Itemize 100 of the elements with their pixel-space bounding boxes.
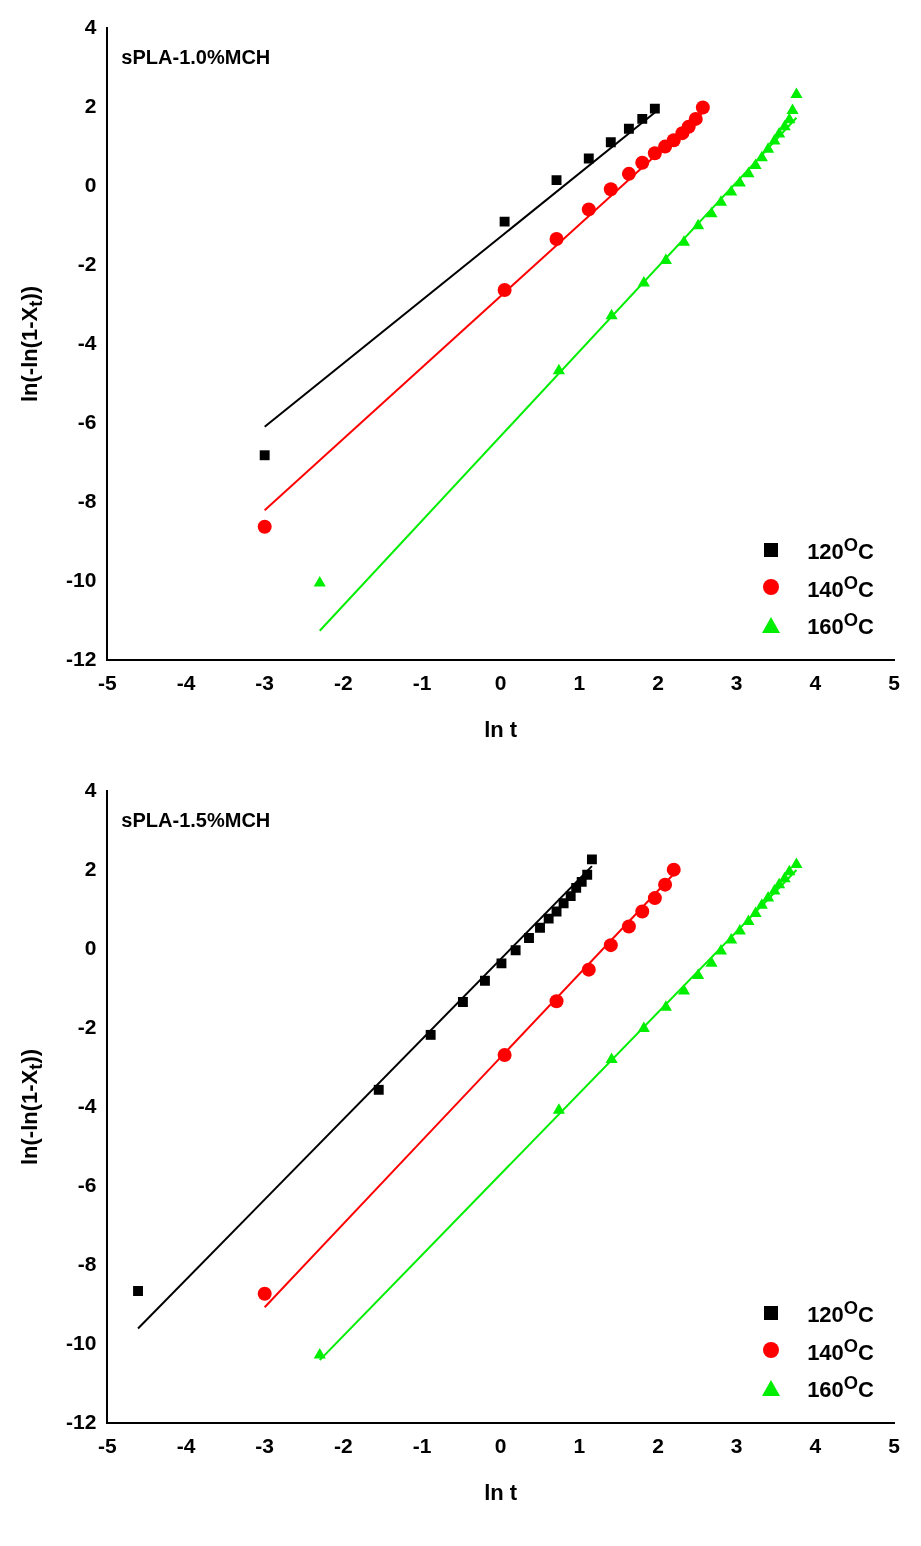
x-tick-label: -1 xyxy=(412,1433,432,1457)
y-tick-label: 2 xyxy=(84,93,97,117)
point xyxy=(551,175,562,186)
x-tick-label: 4 xyxy=(809,670,822,694)
y-tick-label: -10 xyxy=(65,568,97,592)
point xyxy=(783,864,796,876)
point xyxy=(457,997,468,1008)
y-tick-label: -12 xyxy=(65,1410,97,1434)
legend-label: 120$^{O}$C xyxy=(807,1297,874,1329)
point xyxy=(688,111,703,126)
point xyxy=(535,922,545,933)
point xyxy=(543,913,554,924)
y-tick-label: -4 xyxy=(77,1094,97,1117)
point xyxy=(790,87,803,98)
point xyxy=(733,175,746,187)
y-tick-label: 0 xyxy=(84,172,97,196)
text: sPLA-1.5%MCH xyxy=(121,808,271,831)
point xyxy=(649,103,660,114)
y-tick-label: -12 xyxy=(65,647,97,671)
point xyxy=(725,933,738,944)
x-tick-label: 2 xyxy=(652,670,664,694)
point xyxy=(677,235,691,246)
point xyxy=(605,308,618,320)
x-axis-title: ln t xyxy=(484,1479,518,1505)
legend-label: 140$^{O}$C xyxy=(807,1334,874,1367)
point xyxy=(762,142,775,153)
point xyxy=(768,134,781,145)
point xyxy=(637,1021,650,1033)
x-axis-title: ln t xyxy=(484,716,518,742)
x-tick-label: -5 xyxy=(98,670,117,694)
point xyxy=(635,904,650,919)
point xyxy=(725,185,738,196)
point xyxy=(497,283,512,298)
y-tick-label: 0 xyxy=(84,935,97,959)
point xyxy=(551,906,562,917)
x-tick-label: 4 xyxy=(809,1433,822,1457)
point xyxy=(510,945,521,956)
point xyxy=(549,232,564,247)
point xyxy=(786,103,799,115)
y-tick-label: -10 xyxy=(65,1331,97,1355)
x-tick-label: -3 xyxy=(255,1433,275,1457)
point xyxy=(133,1286,143,1296)
x-tick-label: -4 xyxy=(176,670,196,694)
x-tick-label: 0 xyxy=(494,1433,507,1457)
point xyxy=(582,869,593,880)
x-tick-label: -4 xyxy=(176,1433,196,1457)
x-tick-label: -5 xyxy=(98,1433,117,1457)
y-tick-label: 2 xyxy=(84,856,97,880)
point xyxy=(623,123,634,134)
point xyxy=(621,919,636,934)
point xyxy=(658,877,673,892)
point xyxy=(714,195,727,206)
x-tick-label: 5 xyxy=(888,1433,901,1457)
point xyxy=(257,1286,272,1301)
point xyxy=(705,206,718,218)
point xyxy=(635,155,650,170)
point xyxy=(524,933,534,943)
point xyxy=(677,984,691,995)
point xyxy=(742,166,755,178)
point xyxy=(742,914,755,925)
point xyxy=(497,1048,512,1063)
point xyxy=(549,994,564,1009)
point xyxy=(425,1029,436,1040)
y-tick-label: -8 xyxy=(77,489,97,513)
legend-label: 160$^{O}$C xyxy=(807,609,874,641)
point xyxy=(586,854,597,865)
y-tick-label: -6 xyxy=(77,410,97,434)
point xyxy=(479,975,490,986)
point xyxy=(581,202,596,217)
point xyxy=(647,891,662,906)
y-tick-label: -8 xyxy=(77,1252,97,1276)
legend-label: 140$^{O}$C xyxy=(807,571,874,604)
x-tick-label: -1 xyxy=(412,670,432,694)
y-tick-label: -2 xyxy=(77,1014,97,1038)
point xyxy=(257,519,272,534)
point xyxy=(558,898,569,909)
x-tick-label: 2 xyxy=(652,1433,664,1457)
point xyxy=(659,253,672,264)
x-tick-label: 0 xyxy=(494,670,507,694)
point xyxy=(659,1000,672,1011)
point xyxy=(583,153,594,164)
point xyxy=(259,450,270,461)
point xyxy=(552,1103,565,1114)
point xyxy=(603,182,618,197)
y-tick-label: 4 xyxy=(84,777,97,801)
x-tick-label: -2 xyxy=(334,1433,353,1457)
point xyxy=(749,906,762,918)
point xyxy=(605,137,616,148)
point xyxy=(581,962,596,977)
point xyxy=(755,898,768,909)
point xyxy=(755,150,768,162)
point xyxy=(313,1348,326,1359)
x-tick-label: 5 xyxy=(888,670,901,694)
point xyxy=(705,956,718,967)
y-tick-label: -2 xyxy=(77,251,97,275)
x-tick-label: -3 xyxy=(255,670,275,694)
point xyxy=(647,146,662,161)
point xyxy=(666,862,681,877)
x-tick-label: 1 xyxy=(573,1433,586,1457)
point xyxy=(695,100,710,115)
